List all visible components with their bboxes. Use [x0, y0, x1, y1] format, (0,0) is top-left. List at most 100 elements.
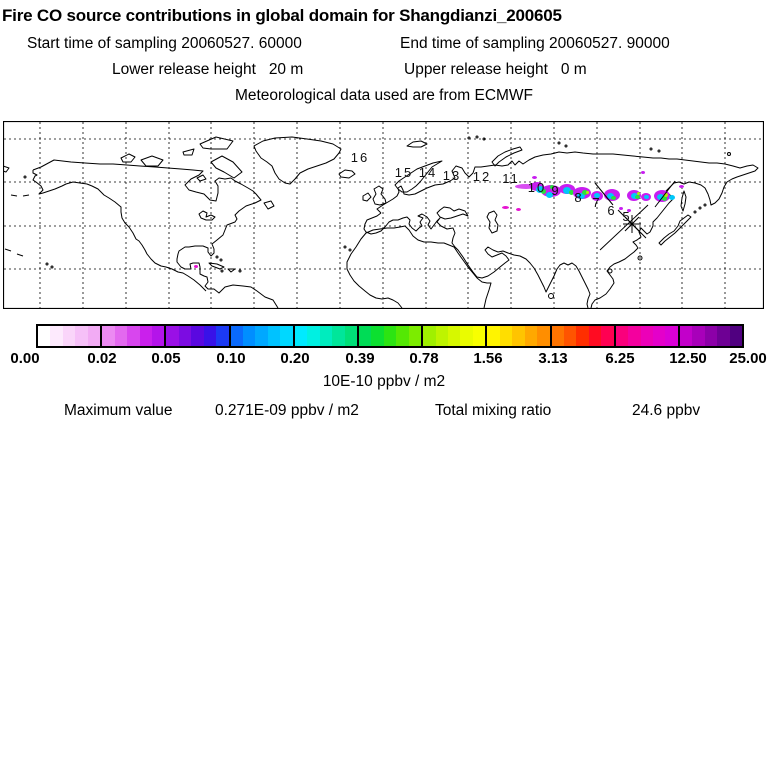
canary-islet [348, 248, 352, 252]
trajectory-day-label: 13 [443, 168, 461, 183]
coastline-novaya-zemlya [491, 146, 523, 167]
colorbar-cell [319, 326, 333, 346]
coastline-ellesmere-island [199, 136, 234, 150]
coastline-ireland [362, 192, 372, 202]
coastline-caspian-sea [486, 210, 499, 234]
colorbar-cell [601, 326, 614, 346]
colorbar-cell [139, 326, 152, 346]
colorbar-cell [383, 326, 397, 346]
colorbar-cell [294, 326, 308, 346]
coastline-iceland [338, 169, 356, 179]
coastline-great-britain [372, 185, 387, 206]
colorbar-cell [487, 326, 500, 346]
colorbar-segment [100, 326, 165, 346]
trajectory-day-label: 6 [607, 203, 616, 218]
colorbar-cell [423, 326, 436, 346]
colorbar-cell [512, 326, 525, 346]
colorbar-cell [243, 326, 256, 346]
plume-cell [586, 191, 589, 194]
coastline-japan [658, 214, 692, 246]
colorbar-cell [524, 326, 538, 346]
colorbar-cell [203, 326, 217, 346]
coastlines [3, 136, 759, 309]
severnaya-zemlya-islet [557, 141, 561, 145]
map-svg: 16 15 14 13 12 11 10 9 8 76 5 [3, 121, 764, 309]
jamaica-island [220, 269, 224, 273]
plume-cell [637, 192, 640, 195]
receptor-station-marker [599, 204, 649, 251]
colorbar-cell [358, 326, 372, 346]
plume-cell [194, 265, 198, 268]
new-siberian-islet [657, 149, 661, 153]
met-data-label: Meteorological data used are from ECMWF [234, 87, 534, 104]
plume-cell [569, 190, 574, 195]
plume-cell [619, 207, 623, 210]
coastline-chukotka-wrap [3, 165, 10, 173]
colorbar-cell [704, 326, 718, 346]
colorbar-cell [717, 326, 730, 346]
kuril-islet [698, 206, 702, 210]
colorbar-cell [332, 326, 345, 346]
coastline-great-lakes [198, 210, 216, 221]
max-value-label: Maximum value [64, 402, 173, 419]
plume-cell [563, 187, 571, 194]
new-siberian-islet [649, 147, 653, 151]
coastline-eurasia-north [376, 151, 759, 309]
colorbar-cell [499, 326, 513, 346]
small-islands [23, 135, 731, 299]
bering-islet [23, 175, 27, 179]
trajectory-day-label: 11 [502, 171, 520, 186]
coastline-north-america [32, 159, 279, 309]
colorbar-cell [665, 326, 678, 346]
colorbar-segment [164, 326, 229, 346]
colorbar-cell [396, 326, 409, 346]
colorbar-cell [87, 326, 101, 346]
colorbar-cell [216, 326, 229, 346]
colorbar-tick-label: 1.56 [473, 350, 503, 367]
colorbar-tick-labels: 0.00 0.02 0.05 0.10 0.20 0.39 0.78 1.56 3.13 6.25… [0, 350, 768, 368]
colorbar-cell [448, 326, 461, 346]
colorbar-segment [421, 326, 486, 346]
colorbar-segment [38, 326, 101, 346]
plume-cell [577, 193, 585, 199]
colorbar-segment [485, 326, 550, 346]
coastline-aleutians [4, 194, 30, 257]
plume-cell [679, 185, 684, 188]
plume-cell [582, 190, 588, 195]
end-time-label: End time of sampling 20060527. 90000 [400, 35, 670, 52]
wrangel-island [727, 152, 731, 156]
bahamas-islet [215, 255, 219, 259]
coastline-baffin-island [210, 155, 243, 179]
world-map: 16 15 14 13 12 11 10 9 8 7 6 5 [3, 121, 764, 309]
plume-cell [644, 195, 649, 199]
colorbar-segment [356, 326, 422, 346]
start-time-label: Start time of sampling 20060527. 60000 [27, 35, 302, 52]
colorbar-cell [191, 326, 204, 346]
map-border [3, 121, 764, 309]
plume-cell [662, 196, 667, 201]
trajectory-day-label: 15 [395, 165, 413, 180]
colorbar-tick-label: 12.50 [669, 350, 707, 367]
plume-cell [611, 196, 616, 200]
colorbar-segment [292, 326, 357, 346]
colorbar-segment [228, 326, 293, 346]
colorbar-cell [628, 326, 641, 346]
kuril-islet [703, 203, 707, 207]
hawaii-islet [45, 262, 49, 266]
colorbar-cell [38, 326, 51, 346]
colorbar-cell [653, 326, 666, 346]
coastline-victoria-island [140, 155, 164, 167]
total-mixing-ratio-label: Total mixing ratio [435, 402, 552, 419]
colorbar-cell [127, 326, 140, 346]
puerto-rico-island [238, 269, 242, 273]
colorbar-cell [75, 326, 88, 346]
colorbar-cell [692, 326, 705, 346]
coastline-southampton-island [196, 174, 207, 182]
colorbar-cell [588, 326, 602, 346]
colorbar-cell [280, 326, 293, 346]
trajectory-day-label: 10 [528, 180, 546, 195]
coastline-north-america-pacific [32, 170, 207, 292]
colorbar-cell [166, 326, 179, 346]
coastline-svalbard [406, 140, 428, 148]
colorbar-units-label: 10E-10 ppbv / m2 [322, 373, 446, 390]
